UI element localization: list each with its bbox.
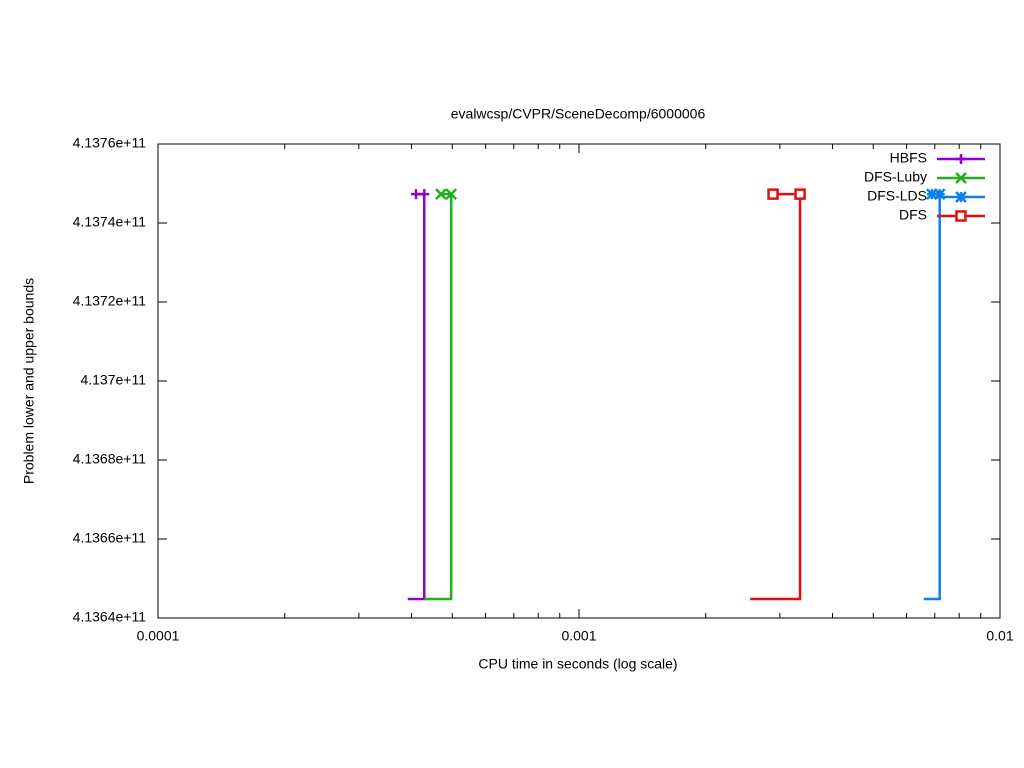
x-tick-label: 0.01 (986, 628, 1013, 644)
series-line (407, 192, 426, 601)
legend-label: HBFS (890, 150, 927, 166)
marker (933, 188, 946, 201)
legend-label: DFS (899, 207, 927, 223)
marker (410, 189, 421, 200)
legend-label: DFS-LDS (867, 188, 927, 204)
legend-label: DFS-Luby (864, 169, 927, 185)
y-tick-label: 4.1368e+11 (73, 451, 147, 467)
series-line (750, 192, 802, 601)
marker (955, 210, 967, 222)
chart-title: evalwcsp/CVPR/SceneDecomp/6000006 (451, 106, 706, 122)
marker (926, 188, 938, 201)
series-line (424, 192, 453, 601)
x-tick-label: 0.001 (561, 628, 596, 644)
marker (445, 188, 458, 201)
y-tick-label: 4.1366e+11 (73, 530, 147, 546)
series-line (923, 192, 941, 601)
x-axis-label: CPU time in seconds (log scale) (478, 656, 677, 672)
y-tick-label: 4.1374e+11 (73, 214, 147, 230)
y-tick-label: 4.1376e+11 (73, 135, 147, 151)
y-tick-label: 4.137e+11 (80, 372, 146, 388)
y-tick-label: 4.1372e+11 (73, 293, 147, 309)
marker (794, 188, 806, 200)
marker (435, 188, 447, 201)
marker (767, 188, 779, 200)
y-axis-label: Problem lower and upper bounds (21, 278, 37, 484)
plot-frame (157, 143, 1001, 619)
marker (955, 191, 967, 203)
x-tick-label: 0.0001 (137, 628, 180, 644)
y-tick-label: 4.1364e+11 (73, 609, 147, 625)
marker (956, 154, 966, 164)
marker (955, 172, 967, 184)
